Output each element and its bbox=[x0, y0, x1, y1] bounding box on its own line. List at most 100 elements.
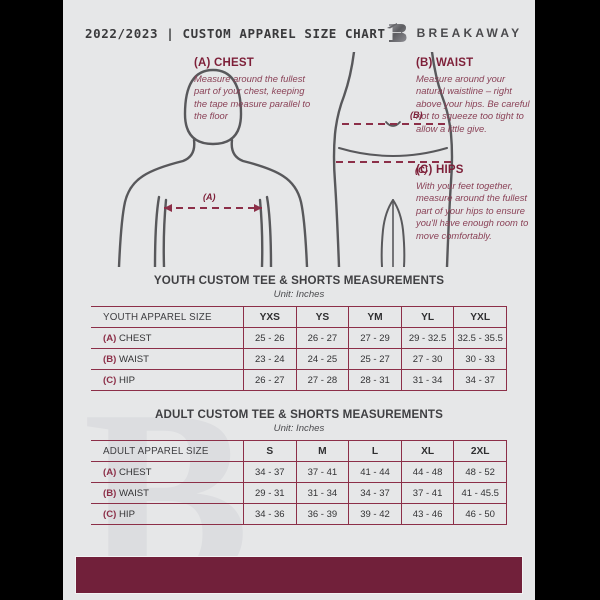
callout-chest-title: (A) CHEST bbox=[194, 57, 254, 69]
adult-col-4: 2XL bbox=[453, 440, 507, 462]
adult-cell-0-0: 34 - 37 bbox=[243, 461, 297, 483]
youth-cell-2-0: 26 - 27 bbox=[243, 369, 297, 391]
adult-cell-2-0: 34 - 36 bbox=[243, 503, 297, 525]
table-header-row: YOUTH APPAREL SIZE YXS YS YM YL YXL bbox=[91, 306, 507, 328]
table-header-row: ADULT APPAREL SIZE S M L XL 2XL bbox=[91, 440, 507, 462]
youth-col-0: YXS bbox=[243, 306, 297, 328]
table-row: (A) CHEST 25 - 26 26 - 27 27 - 29 29 - 3… bbox=[91, 327, 507, 349]
youth-row-2-name: HIP bbox=[119, 374, 135, 386]
adult-col-1: M bbox=[295, 440, 349, 462]
adult-size-table: ADULT APPAREL SIZE S M L XL 2XL (A) CHES… bbox=[91, 440, 507, 525]
table-row: (B) WAIST 29 - 31 31 - 34 34 - 37 37 - 4… bbox=[91, 482, 507, 504]
youth-row-0-label: (A) CHEST bbox=[91, 327, 244, 349]
adult-cell-0-3: 44 - 48 bbox=[400, 461, 454, 483]
adult-col-3: XL bbox=[400, 440, 454, 462]
youth-row-0-tag: (A) bbox=[103, 332, 117, 344]
measurement-lines bbox=[164, 122, 452, 210]
youth-cell-2-3: 31 - 34 bbox=[400, 369, 454, 391]
youth-size-header: YOUTH APPAREL SIZE bbox=[91, 306, 244, 328]
adult-col-2: L bbox=[348, 440, 402, 462]
youth-cell-2-2: 28 - 31 bbox=[348, 369, 402, 391]
youth-cell-0-0: 25 - 26 bbox=[243, 327, 297, 349]
adult-cell-2-3: 43 - 46 bbox=[400, 503, 454, 525]
youth-row-1-label: (B) WAIST bbox=[91, 348, 244, 370]
youth-cell-1-0: 23 - 24 bbox=[243, 348, 297, 370]
youth-row-0-name: CHEST bbox=[119, 332, 152, 344]
torso-front-figure-icon bbox=[117, 68, 309, 267]
youth-table-title: YOUTH CUSTOM TEE & SHORTS MEASUREMENTS bbox=[153, 274, 445, 287]
youth-cell-0-3: 29 - 32.5 bbox=[400, 327, 454, 349]
youth-cell-0-2: 27 - 29 bbox=[348, 327, 402, 349]
adult-size-header: ADULT APPAREL SIZE bbox=[91, 440, 244, 462]
youth-col-4: YXL bbox=[453, 306, 507, 328]
adult-row-2-name: HIP bbox=[119, 508, 135, 520]
adult-cell-2-1: 36 - 39 bbox=[295, 503, 349, 525]
table-row: (A) CHEST 34 - 37 37 - 41 41 - 44 44 - 4… bbox=[91, 461, 507, 483]
adult-cell-1-3: 37 - 41 bbox=[400, 482, 454, 504]
callout-waist-body: Measure around your natural waistline – … bbox=[416, 73, 530, 134]
measurement-arrowheads bbox=[164, 204, 262, 212]
adult-row-0-name: CHEST bbox=[119, 466, 152, 478]
youth-cell-1-3: 27 - 30 bbox=[400, 348, 454, 370]
adult-row-1-name: WAIST bbox=[119, 487, 150, 499]
youth-size-table: YOUTH APPAREL SIZE YXS YS YM YL YXL (A) … bbox=[91, 306, 507, 391]
youth-row-1-tag: (B) bbox=[103, 353, 117, 365]
page-header: 2022/2023 | CUSTOM APPAREL SIZE CHART bbox=[63, 18, 535, 48]
adult-cell-2-4: 46 - 50 bbox=[453, 503, 507, 525]
youth-table-unit: Unit: Inches bbox=[273, 289, 325, 300]
youth-table-section: YOUTH CUSTOM TEE & SHORTS MEASUREMENTS U… bbox=[91, 274, 507, 391]
adult-col-0: S bbox=[243, 440, 297, 462]
body-figures-illustration bbox=[117, 52, 454, 267]
youth-cell-1-4: 30 - 33 bbox=[453, 348, 507, 370]
measurement-diagram: (A) (B) (C) (A) CHEST Measure around the… bbox=[63, 52, 535, 267]
callout-waist-title: (B) WAIST bbox=[416, 57, 474, 69]
adult-table-unit: Unit: Inches bbox=[273, 423, 325, 434]
callout-chest: (A) CHEST Measure around the fullest par… bbox=[194, 57, 314, 123]
youth-col-2: YM bbox=[348, 306, 402, 328]
youth-col-3: YL bbox=[400, 306, 454, 328]
brand-lockup: BREAKAWAY bbox=[386, 21, 523, 45]
adult-table-section: ADULT CUSTOM TEE & SHORTS MEASUREMENTS U… bbox=[91, 408, 507, 525]
breakaway-b-monogram-icon bbox=[386, 23, 407, 42]
adult-cell-0-1: 37 - 41 bbox=[295, 461, 349, 483]
adult-row-1-label: (B) WAIST bbox=[91, 482, 244, 504]
youth-row-2-tag: (C) bbox=[103, 374, 117, 386]
youth-col-1: YS bbox=[295, 306, 349, 328]
table-row: (B) WAIST 23 - 24 24 - 25 25 - 27 27 - 3… bbox=[91, 348, 507, 370]
adult-cell-0-2: 41 - 44 bbox=[348, 461, 402, 483]
callout-hips-title: (C) HIPS bbox=[416, 164, 464, 176]
youth-cell-0-4: 32.5 - 35.5 bbox=[453, 327, 507, 349]
youth-cell-1-2: 25 - 27 bbox=[348, 348, 402, 370]
adult-cell-1-1: 31 - 34 bbox=[295, 482, 349, 504]
table-row: (C) HIP 34 - 36 36 - 39 39 - 42 43 - 46 … bbox=[91, 503, 507, 525]
adult-row-2-label: (C) HIP bbox=[91, 503, 244, 525]
adult-cell-1-4: 41 - 45.5 bbox=[453, 482, 507, 504]
hips-front-figure-icon bbox=[332, 52, 454, 267]
brand-name: BREAKAWAY bbox=[416, 26, 523, 40]
footer-bar bbox=[75, 556, 523, 594]
table-row: (C) HIP 26 - 27 27 - 28 28 - 31 31 - 34 … bbox=[91, 369, 507, 391]
size-chart-page: B 2022/2023 | CUSTOM APPAREL SIZE CHART bbox=[63, 0, 535, 600]
callout-waist: (B) WAIST Measure around your natural wa… bbox=[416, 57, 532, 135]
youth-cell-0-1: 26 - 27 bbox=[295, 327, 349, 349]
adult-row-0-label: (A) CHEST bbox=[91, 461, 244, 483]
hip-line-label: (C) bbox=[415, 165, 428, 175]
adult-row-0-tag: (A) bbox=[103, 466, 117, 478]
waist-line-label: (B) bbox=[410, 110, 423, 120]
callout-hips-body: With your feet together, measure around … bbox=[416, 180, 529, 241]
adult-cell-0-4: 48 - 52 bbox=[453, 461, 507, 483]
adult-row-2-tag: (C) bbox=[103, 508, 117, 520]
youth-cell-1-1: 24 - 25 bbox=[295, 348, 349, 370]
adult-row-1-tag: (B) bbox=[103, 487, 117, 499]
adult-cell-1-2: 34 - 37 bbox=[348, 482, 402, 504]
youth-cell-2-1: 27 - 28 bbox=[295, 369, 349, 391]
youth-cell-2-4: 34 - 37 bbox=[453, 369, 507, 391]
adult-table-title: ADULT CUSTOM TEE & SHORTS MEASUREMENTS bbox=[154, 408, 444, 421]
chest-line-label: (A) bbox=[203, 192, 216, 202]
adult-cell-1-0: 29 - 31 bbox=[243, 482, 297, 504]
youth-row-1-name: WAIST bbox=[119, 353, 150, 365]
callout-hips: (C) HIPS With your feet together, measur… bbox=[416, 164, 535, 242]
callout-chest-body: Measure around the fullest part of your … bbox=[194, 73, 311, 122]
adult-cell-2-2: 39 - 42 bbox=[348, 503, 402, 525]
